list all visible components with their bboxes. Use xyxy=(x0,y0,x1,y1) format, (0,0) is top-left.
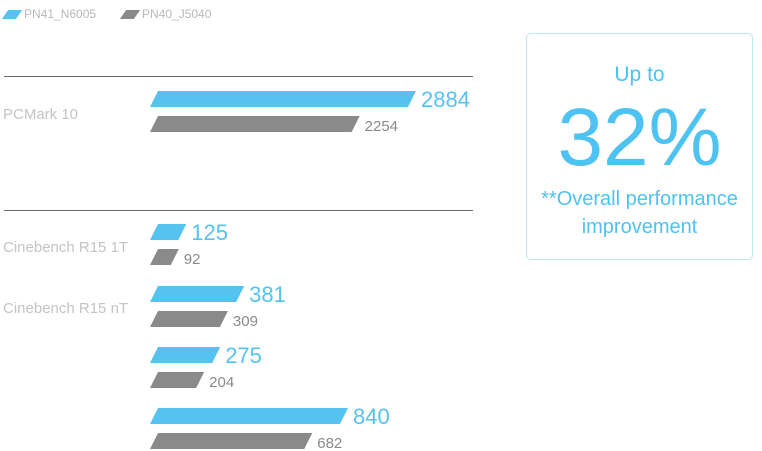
value-label-pn41-4: 840 xyxy=(353,404,390,429)
callout-note-line-1: **Overall performance xyxy=(541,188,738,210)
callout-note: **Overall performance improvement xyxy=(531,185,748,241)
legend-item-pn41: PN41_N6005 xyxy=(1,7,97,21)
category-label-cinebench-r15-1t: Cinebench R15 1T xyxy=(3,239,129,256)
value-label-pn40-0: 2254 xyxy=(365,118,398,135)
callout-note-line-2: improvement xyxy=(581,216,698,238)
value-label-pn41-2: 381 xyxy=(249,282,286,307)
legend-label-pn40: PN40_J5040 xyxy=(142,7,212,21)
bar-pn40-0 xyxy=(150,116,360,132)
bar-pn41-1 xyxy=(150,224,187,240)
category-label-pcmark-10: PCMark 10 xyxy=(3,106,79,123)
benchmark-bar-chart: 2884 2254 125 92 381 309 275 204 840 682 xyxy=(150,87,470,451)
value-label-pn40-3: 204 xyxy=(209,374,234,391)
category-label-cinebench-r15-nt: Cinebench R15 nT xyxy=(3,300,129,317)
legend-item-pn40: PN40_J5040 xyxy=(119,7,212,21)
bar-pn40-4 xyxy=(150,433,313,449)
callout-percentage: 32% xyxy=(557,92,722,183)
callout-up-to: Up to xyxy=(614,63,665,86)
bar-pn40-2 xyxy=(150,311,228,327)
bar-pn41-0 xyxy=(150,91,416,107)
bar-pn41-3 xyxy=(150,347,221,363)
section-divider-pcmark xyxy=(4,76,473,77)
value-label-pn40-4: 682 xyxy=(317,435,342,451)
value-label-pn40-1: 92 xyxy=(184,251,201,268)
legend-label-pn41: PN41_N6005 xyxy=(24,7,97,21)
bar-pn40-1 xyxy=(150,249,179,265)
value-label-pn41-0: 2884 xyxy=(421,87,470,112)
bar-pn41-2 xyxy=(150,286,245,302)
value-label-pn40-2: 309 xyxy=(233,313,258,330)
bar-pn41-4 xyxy=(150,408,348,424)
value-label-pn41-1: 125 xyxy=(191,220,228,245)
performance-callout: Up to 32% **Overall performance improvem… xyxy=(526,33,753,260)
value-label-pn41-3: 275 xyxy=(225,343,262,368)
bar-pn40-3 xyxy=(150,372,205,388)
section-divider-cinebench xyxy=(4,210,473,211)
